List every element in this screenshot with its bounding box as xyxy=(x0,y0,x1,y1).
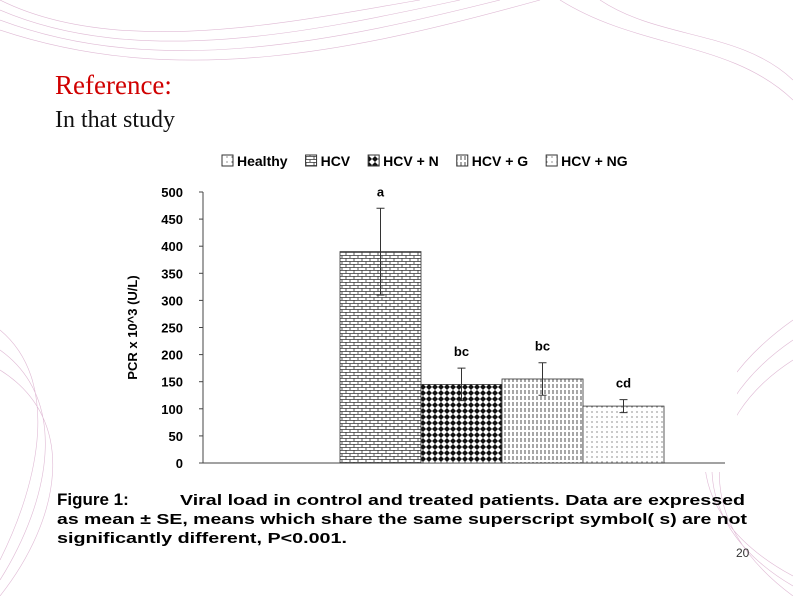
y-tick-label: 300 xyxy=(161,293,183,308)
y-tick-label: 50 xyxy=(169,429,183,444)
annotation: cd xyxy=(616,376,631,391)
error-bar xyxy=(619,399,628,414)
bar xyxy=(582,405,665,464)
legend-label: HCV + NG xyxy=(561,153,628,169)
y-tick-label: 500 xyxy=(161,185,183,200)
y-tick-label: 150 xyxy=(161,375,183,390)
slide-heading: Reference: xyxy=(55,70,172,100)
error-bar xyxy=(376,207,385,296)
legend-label: HCV xyxy=(321,153,351,169)
legend-label: HCV + N xyxy=(383,153,439,169)
error-bar xyxy=(538,362,547,396)
y-tick-label: 0 xyxy=(176,456,183,471)
chart: 0 50 100 150 200 250 300 350 400 450 500 PCR x 10^3… xyxy=(125,153,725,471)
y-axis-label: PCR x 10^3 (U/L) xyxy=(125,275,140,379)
annotation: bc xyxy=(535,339,550,354)
slide-subheading: In that study xyxy=(55,107,175,133)
legend-swatch xyxy=(221,154,234,167)
y-tick-label: 350 xyxy=(161,266,183,281)
y-tick-label: 250 xyxy=(161,321,183,336)
legend-swatch xyxy=(456,154,469,167)
annotation: a xyxy=(377,184,385,199)
error-bar xyxy=(457,367,466,402)
legend-swatch xyxy=(545,154,558,167)
caption-line: as mean ± SE, means which share the same… xyxy=(57,511,747,528)
legend-swatch xyxy=(305,154,318,167)
y-tick-label: 450 xyxy=(161,212,183,227)
annotation: bc xyxy=(454,344,469,359)
legend-swatch xyxy=(367,154,380,167)
page-number: 20 xyxy=(736,546,750,560)
legend-label: HCV + G xyxy=(472,153,529,169)
y-tick-label: 200 xyxy=(161,348,183,363)
y-tick-label: 400 xyxy=(161,239,183,254)
caption-label: Figure 1: xyxy=(57,490,129,509)
caption-line: significantly different, P<0.001. xyxy=(57,530,347,547)
caption-line: Viral load in control and treated patien… xyxy=(180,492,745,509)
y-tick-label: 100 xyxy=(161,402,183,417)
legend-label: Healthy xyxy=(237,153,288,169)
